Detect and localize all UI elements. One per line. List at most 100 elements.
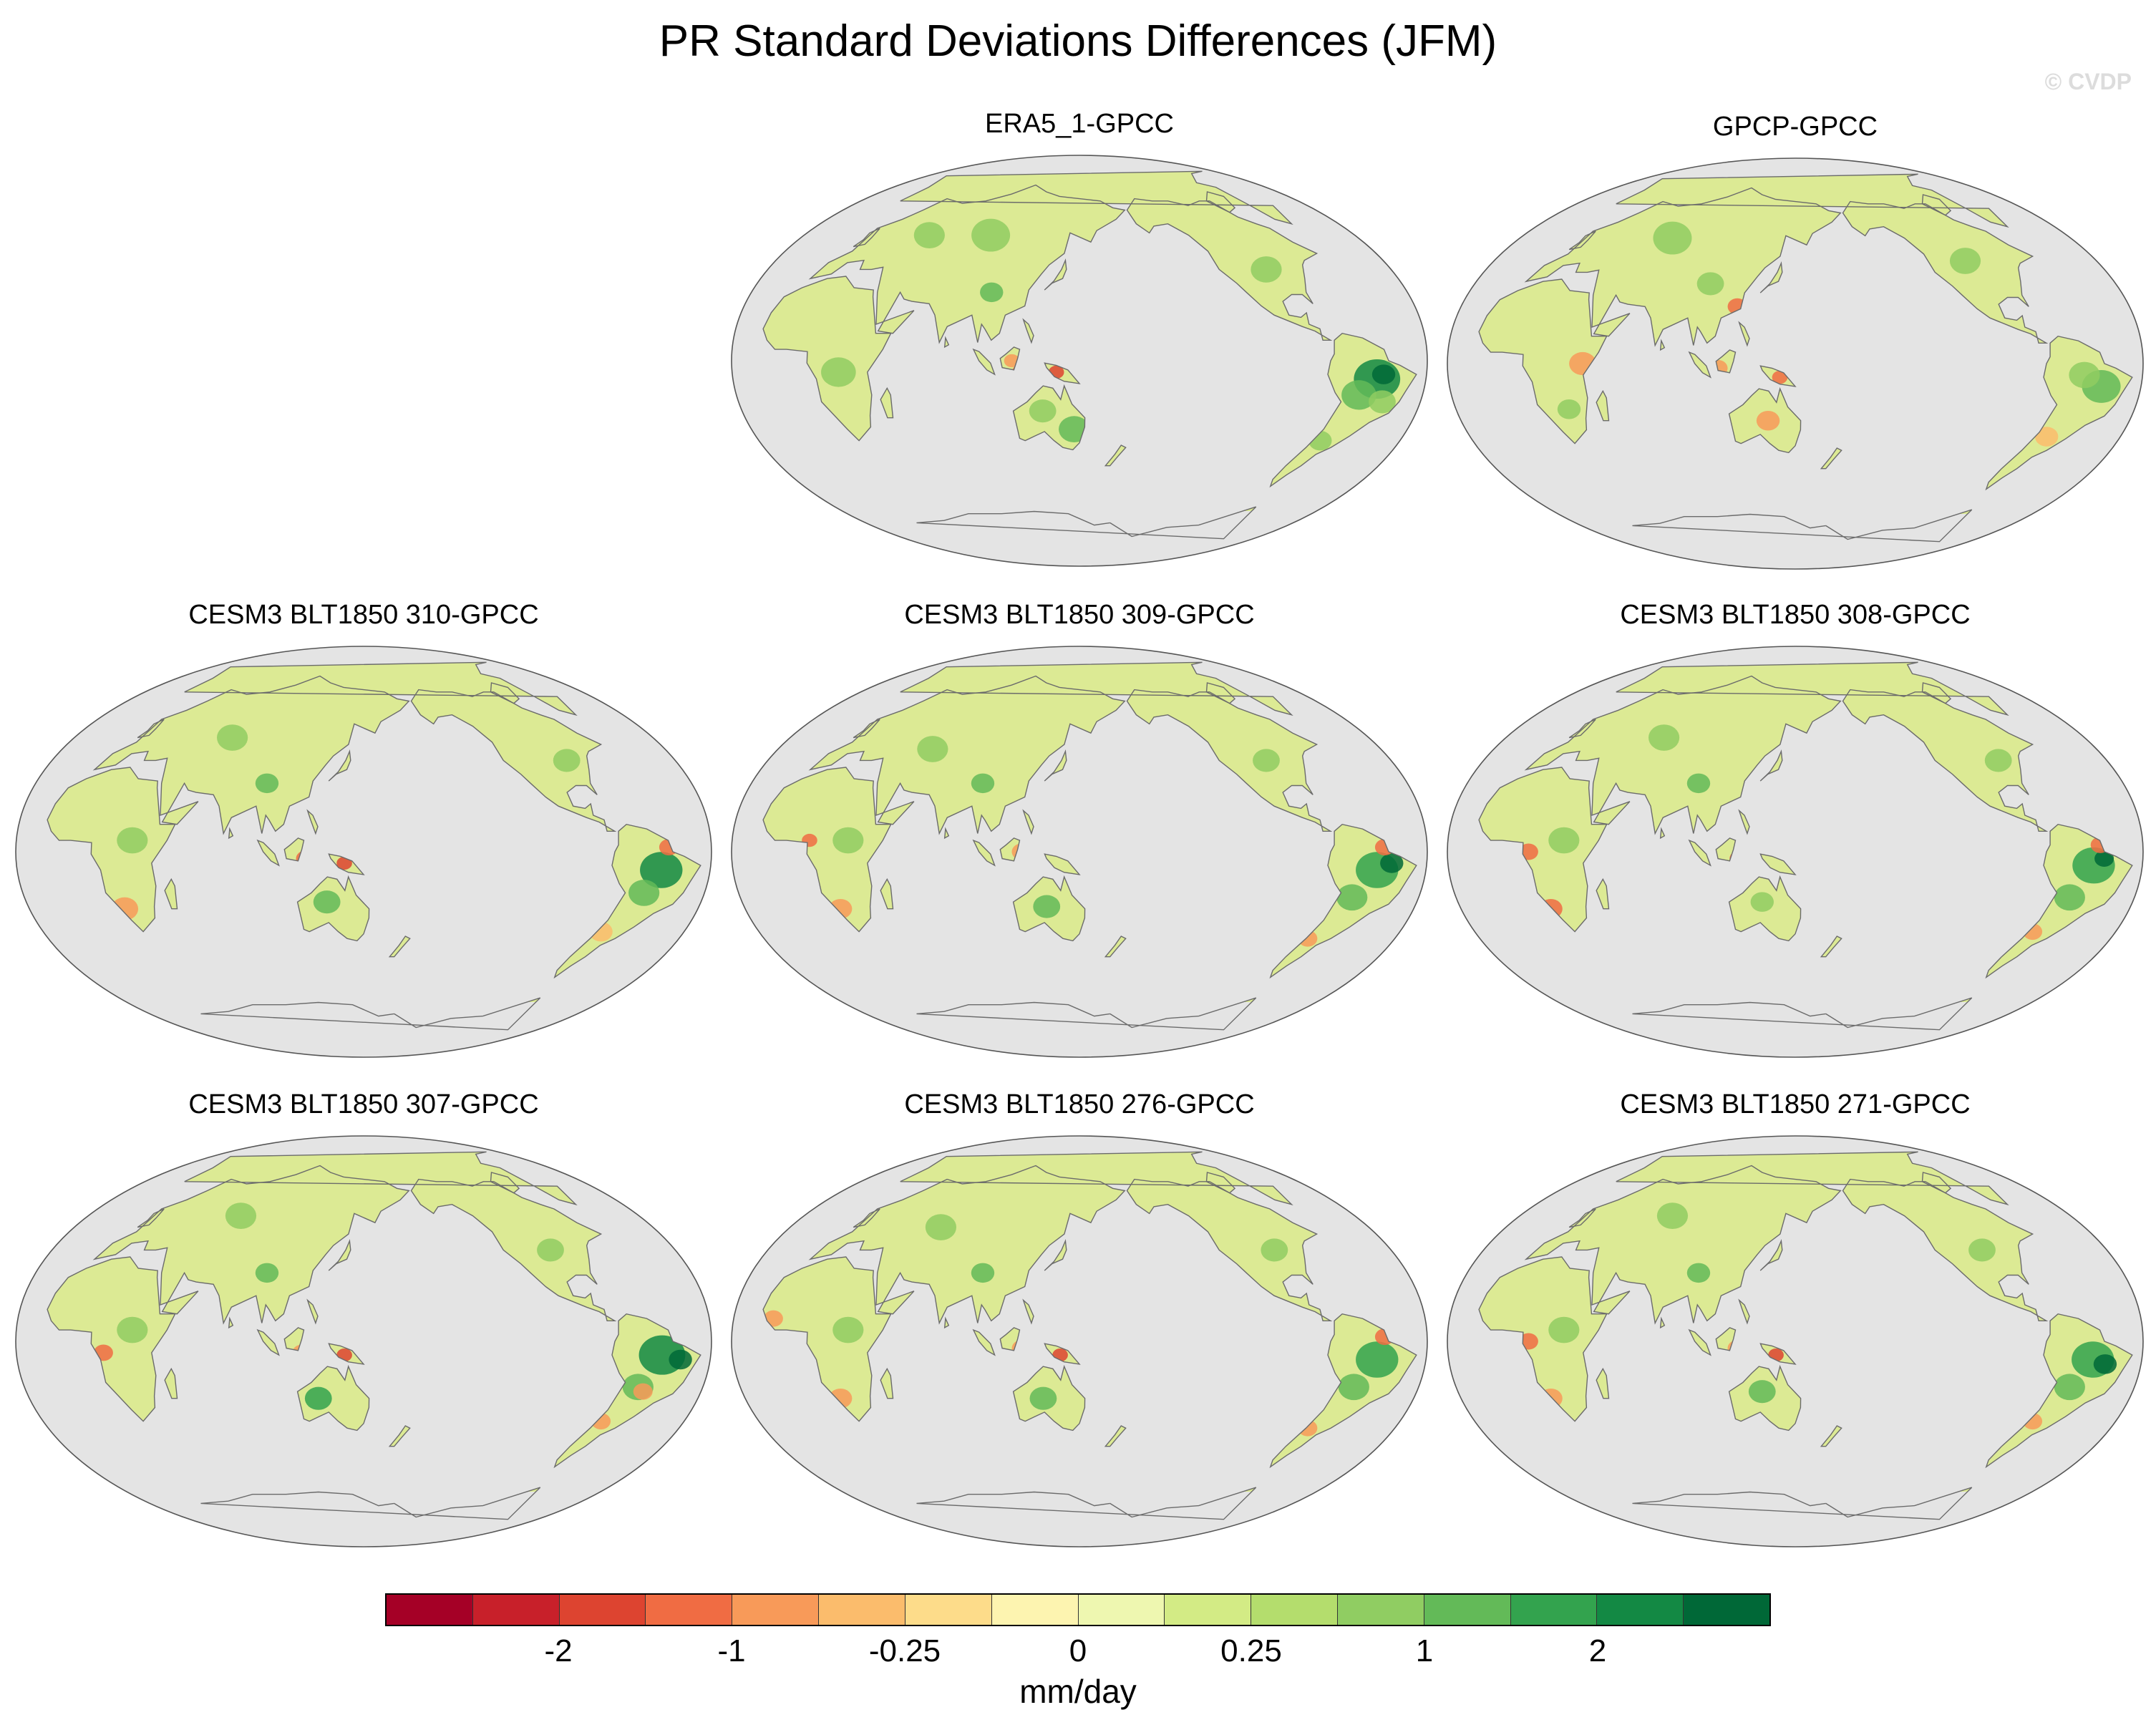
- anomaly-blob: [117, 827, 148, 854]
- panel-title: CESM3 BLT1850 307-GPCC: [188, 1089, 539, 1119]
- colorbar-tick-label: 0: [1069, 1633, 1087, 1668]
- anomaly-blob: [971, 1263, 995, 1283]
- anomaly-blob: [117, 1316, 148, 1343]
- colorbar-swatch: [1684, 1595, 1769, 1625]
- anomaly-blob: [225, 1202, 257, 1229]
- map-panel: CESM3 BLT1850 307-GPCC: [13, 1088, 714, 1553]
- anomaly-blob: [633, 1383, 653, 1400]
- robinson-map: [731, 155, 1428, 567]
- robinson-map: [1447, 157, 2144, 570]
- anomaly-blob: [304, 1386, 332, 1410]
- colorbar: [385, 1593, 1771, 1626]
- coastlines: [1478, 1151, 2133, 1520]
- anomaly-blob: [1261, 1238, 1288, 1262]
- anomaly-blob: [1648, 724, 1680, 751]
- map-border: [1447, 157, 2144, 570]
- map-panel: GPCP-GPCC: [1444, 110, 2146, 575]
- colorbar-swatch: [1078, 1595, 1165, 1625]
- colorbar-tick-label: 1: [1415, 1633, 1434, 1668]
- anomaly-blob: [2069, 361, 2100, 389]
- colorbar-swatch: [646, 1595, 733, 1625]
- anomaly-blob: [1251, 256, 1282, 283]
- coastlines: [1478, 173, 2133, 543]
- colorbar-swatch: [905, 1595, 992, 1625]
- anomaly-blob: [1968, 1238, 1996, 1262]
- colorbar-swatch: [472, 1595, 560, 1625]
- anomaly-blob: [313, 890, 341, 914]
- anomaly-blob: [669, 1349, 692, 1370]
- panel-title: CESM3 BLT1850 308-GPCC: [1620, 600, 1971, 630]
- anomaly-blob: [2054, 884, 2085, 911]
- anomaly-blob: [971, 218, 1011, 252]
- anomaly-blob: [217, 724, 248, 751]
- anomaly-blob: [1369, 390, 1396, 414]
- colorbar-swatch: [819, 1595, 905, 1625]
- anomaly-blob: [255, 1263, 279, 1283]
- anomaly-blob: [553, 749, 581, 772]
- anomaly-blob: [1696, 272, 1724, 296]
- anomaly-blob: [1548, 827, 1580, 854]
- colorbar-tick-label: 0.25: [1220, 1633, 1282, 1668]
- anomaly-blob: [1548, 1316, 1580, 1343]
- map-panel: CESM3 BLT1850 308-GPCC: [1444, 598, 2146, 1064]
- map-border: [731, 646, 1428, 1058]
- panel-title: CESM3 BLT1850 271-GPCC: [1620, 1089, 1971, 1119]
- robinson-map: [731, 646, 1428, 1058]
- anomaly-blob: [1756, 410, 1780, 431]
- anomaly-blob: [1750, 892, 1774, 912]
- anomaly-blob: [255, 773, 279, 794]
- robinson-map: [731, 1135, 1428, 1547]
- map-border: [731, 1135, 1428, 1547]
- anomaly-blob: [925, 1214, 957, 1240]
- panel-title: CESM3 BLT1850 276-GPCC: [904, 1089, 1255, 1119]
- anomaly-blob: [1949, 248, 1981, 274]
- anomaly-blob: [1380, 853, 1404, 873]
- colorbar-tick-label: -2: [544, 1633, 573, 1668]
- map-border: [15, 1135, 712, 1547]
- anomaly-blob: [1686, 1263, 1711, 1283]
- anomaly-blob: [832, 1316, 864, 1343]
- anomaly-blob: [2094, 850, 2114, 868]
- anomaly-blob: [971, 773, 995, 794]
- anomaly-blob: [1033, 895, 1061, 918]
- anomaly-blob: [821, 357, 856, 387]
- colorbar-swatch: [1424, 1595, 1511, 1625]
- colorbar-swatch: [1165, 1595, 1252, 1625]
- coastlines: [47, 1151, 701, 1520]
- colorbar-tick-label: -0.25: [868, 1633, 941, 1668]
- anomaly-blob: [1984, 749, 2012, 772]
- anomaly-blob: [1557, 399, 1581, 419]
- anomaly-blob: [537, 1238, 564, 1262]
- anomaly-blob: [980, 282, 1004, 303]
- panel-title: ERA5_1-GPCC: [985, 109, 1174, 139]
- anomaly-blob: [1653, 221, 1692, 255]
- anomaly-blob: [1371, 364, 1396, 384]
- panel-title: CESM3 BLT1850 310-GPCC: [188, 600, 539, 630]
- anomaly-blob: [1029, 1386, 1057, 1410]
- map-border: [1447, 1135, 2144, 1547]
- map-panel: ERA5_1-GPCC: [729, 107, 1430, 573]
- coastlines: [762, 170, 1417, 540]
- colorbar-swatch: [387, 1595, 473, 1625]
- colorbar-units: mm/day: [1019, 1673, 1137, 1710]
- cvdp-watermark: © CVDP: [2044, 69, 2132, 94]
- anomaly-blob: [832, 827, 864, 854]
- colorbar-swatch: [559, 1595, 646, 1625]
- map-panel: CESM3 BLT1850 310-GPCC: [13, 598, 714, 1064]
- colorbar-swatch: [1337, 1595, 1424, 1625]
- anomaly-blob: [1336, 884, 1368, 911]
- anomaly-blob: [1253, 749, 1280, 772]
- figure-title: PR Standard Deviations Differences (JFM): [659, 16, 1497, 66]
- panel-title: CESM3 BLT1850 309-GPCC: [904, 600, 1255, 630]
- robinson-map: [15, 646, 712, 1058]
- anomaly-blob: [1748, 1380, 1776, 1404]
- anomaly-blob: [2034, 427, 2059, 447]
- coastlines: [47, 661, 701, 1031]
- coastlines: [762, 661, 1417, 1031]
- anomaly-blob: [913, 222, 945, 248]
- anomaly-blob: [628, 880, 660, 906]
- anomaly-blob: [1029, 399, 1057, 423]
- map-border: [1447, 646, 2144, 1058]
- map-panel: CESM3 BLT1850 276-GPCC: [729, 1088, 1430, 1553]
- robinson-map: [1447, 1135, 2144, 1547]
